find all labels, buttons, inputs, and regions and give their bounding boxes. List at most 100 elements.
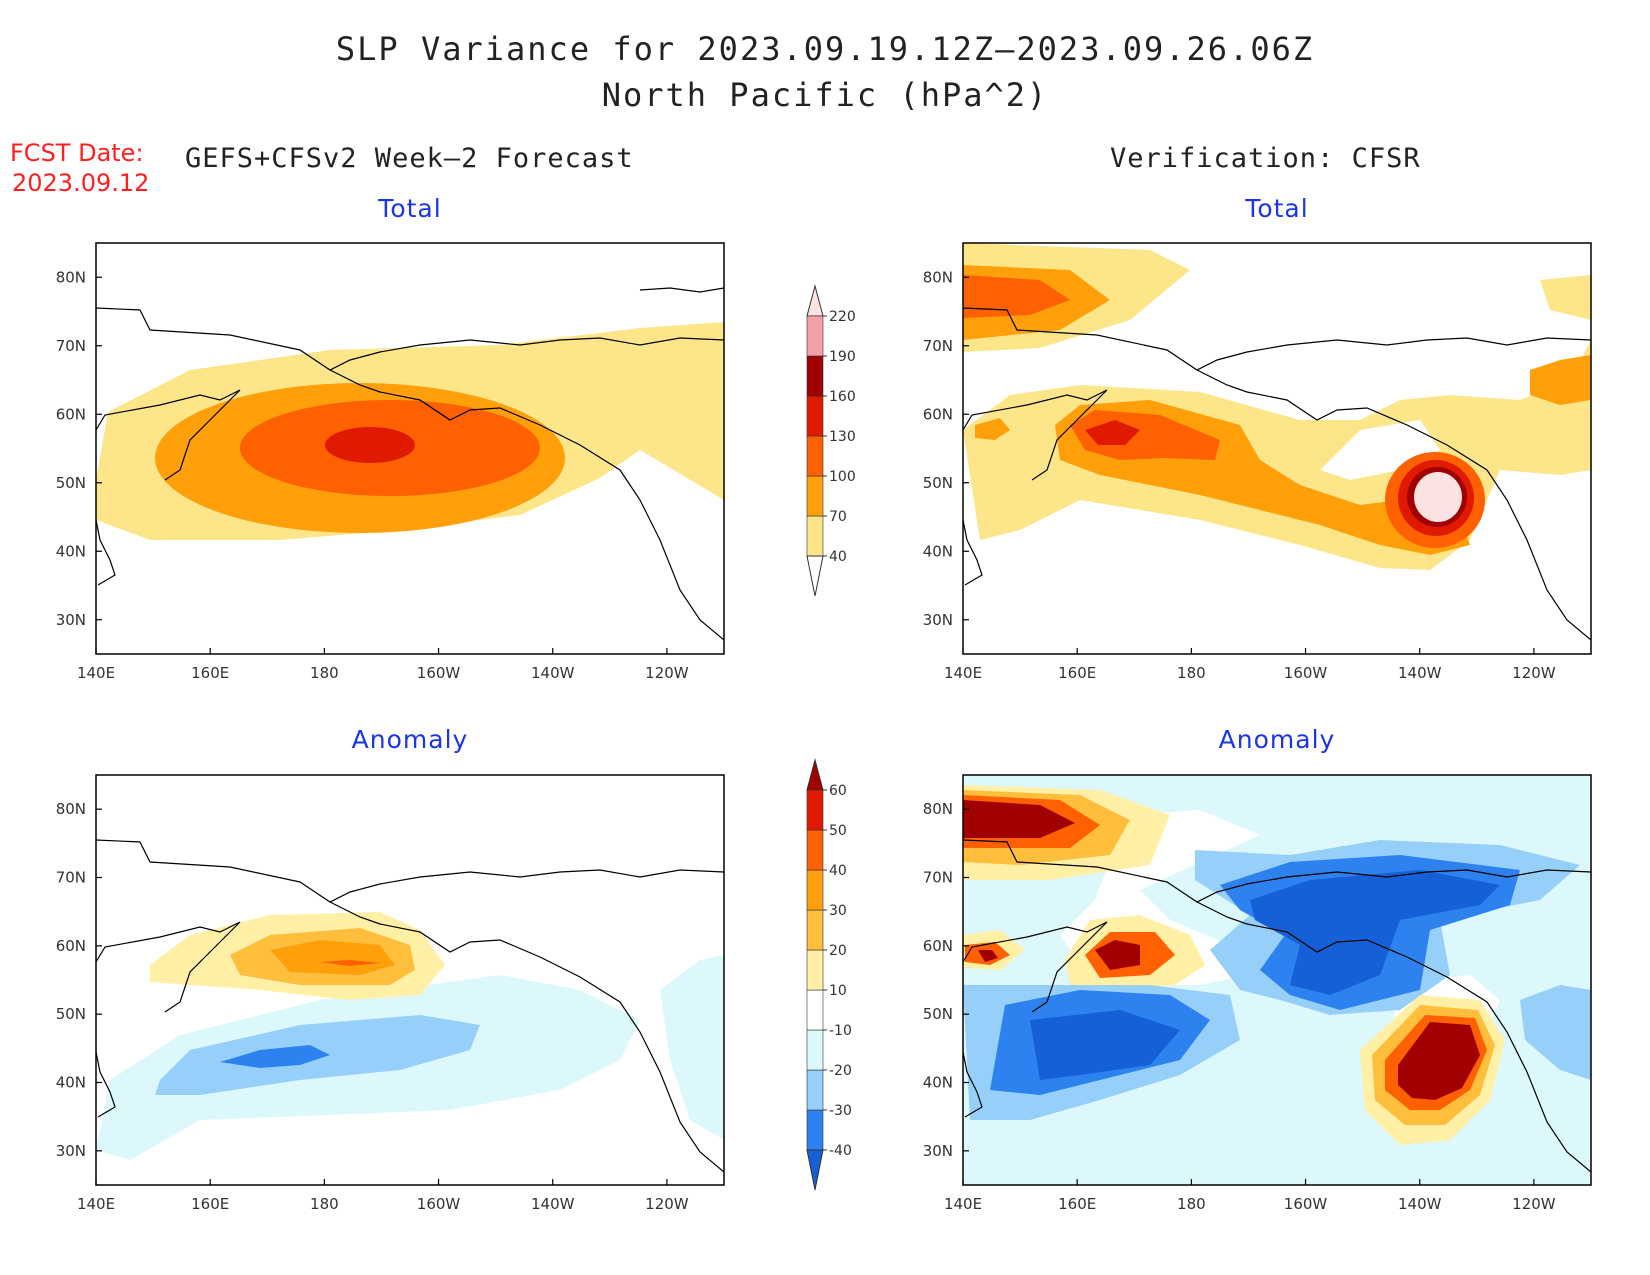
verification-column-title: Verification: CFSR	[1110, 143, 1421, 174]
lat-tick-label: 60N	[56, 937, 86, 955]
colorbar-tick-label: -20	[829, 1063, 852, 1079]
map-panel-verification-anomaly: 140E 160E 180 160W 140W 120W 80N 70N 60N 50N 40N 30…	[923, 774, 1592, 1213]
map-panel-verification-total: 140E 160E 180 160W 140W 120W 80N 70N 60N 50N 40N 30…	[923, 242, 1592, 682]
lon-tick-label: 160E	[191, 664, 229, 682]
colorbar-segment	[806, 1069, 824, 1111]
colorbar-segment	[806, 869, 824, 911]
lon-tick-label: 140E	[944, 664, 982, 682]
lon-tick-label: 160E	[1058, 1195, 1096, 1213]
lat-tick-label: 70N	[56, 869, 86, 887]
lat-tick-label: 30N	[923, 1142, 953, 1160]
panel-title-forecast-total: Total	[378, 194, 442, 223]
lat-tick-label: 80N	[56, 800, 86, 818]
lon-tick-label: 180	[1177, 1195, 1206, 1213]
colorbar-tick-label: 40	[829, 549, 847, 565]
lat-tick-label: 50N	[923, 1005, 953, 1023]
panel-title-verification-total: Total	[1245, 194, 1309, 223]
map-panel-forecast-total: 140E 160E 180 160W 140W 120W 80N 70N 60N 50N 40N 30…	[56, 242, 725, 682]
colorbar-tick-label: 190	[829, 349, 856, 365]
colorbar-segment	[806, 284, 824, 317]
colorbar-segment	[806, 315, 824, 357]
colorbar-tick-label: 130	[829, 429, 856, 445]
fcst-date-label: FCST Date:	[10, 139, 144, 167]
axis-ticks-verification-total: 140E 160E 180 160W 140W 120W 80N 70N 60N 50N 40N 30…	[923, 268, 1556, 682]
colorbar-tick-label: 40	[829, 863, 847, 879]
colorbar-tick-label: -10	[829, 1023, 852, 1039]
colorbar-segment	[806, 1029, 824, 1071]
colorbar-tick-label: 100	[829, 469, 856, 485]
colorbar-segment	[806, 395, 824, 437]
lon-tick-label: 160W	[417, 664, 461, 682]
lat-tick-label: 40N	[923, 1074, 953, 1092]
colorbar-tick-label: 220	[829, 309, 856, 325]
lon-tick-label: 140W	[531, 664, 575, 682]
lon-tick-label: 120W	[645, 1195, 689, 1213]
lon-tick-label: 160W	[1284, 1195, 1328, 1213]
lon-tick-label: 140W	[1398, 664, 1442, 682]
lat-tick-label: 40N	[56, 1074, 86, 1092]
lon-tick-label: 140E	[944, 1195, 982, 1213]
colorbar-segment	[806, 555, 824, 597]
lat-tick-label: 70N	[923, 337, 953, 355]
lon-tick-label: 180	[310, 1195, 339, 1213]
colorbar-segment	[806, 515, 824, 557]
lat-tick-label: 50N	[923, 474, 953, 492]
lat-tick-label: 80N	[923, 800, 953, 818]
lat-tick-label: 80N	[923, 268, 953, 286]
colorbar-tick-label: -30	[829, 1103, 852, 1119]
lat-tick-label: 30N	[56, 1142, 86, 1160]
lon-tick-label: 140W	[1398, 1195, 1442, 1213]
lon-tick-label: 160E	[191, 1195, 229, 1213]
lat-tick-label: 40N	[923, 542, 953, 560]
lon-tick-label: 120W	[1512, 664, 1556, 682]
colorbar-total: 40 70 100 130 160 190 220	[806, 284, 856, 597]
colorbar-tick-label: 30	[829, 903, 847, 919]
lat-tick-label: 50N	[56, 1005, 86, 1023]
colorbar-tick-label: 70	[829, 509, 847, 525]
colorbar-segment	[806, 435, 824, 477]
lon-tick-label: 180	[1177, 664, 1206, 682]
lat-tick-label: 30N	[56, 611, 86, 629]
panel-title-forecast-anomaly: Anomaly	[351, 725, 469, 754]
map-panel-forecast-anomaly: 140E 160E 180 160W 140W 120W 80N 70N 60N 50N 40N 30…	[56, 774, 725, 1213]
chart-title-line2: North Pacific (hPa^2)	[601, 76, 1049, 114]
axis-ticks-forecast-anomaly: 140E 160E 180 160W 140W 120W 80N 70N 60N 50N 40N 30…	[56, 800, 689, 1213]
lat-tick-label: 40N	[56, 542, 86, 560]
lon-tick-label: 160W	[417, 1195, 461, 1213]
lat-tick-label: 60N	[923, 405, 953, 423]
colorbar-segment	[806, 355, 824, 397]
colorbar-tick-label: -40	[829, 1143, 852, 1159]
lat-tick-label: 60N	[56, 405, 86, 423]
forecast-column-title: GEFS+CFSv2 Week–2 Forecast	[185, 143, 634, 174]
lat-tick-label: 70N	[56, 337, 86, 355]
colorbar-segment	[806, 1149, 824, 1191]
colorbar-tick-label: 20	[829, 943, 847, 959]
colorbar-segment	[806, 475, 824, 517]
lon-tick-label: 140E	[77, 664, 115, 682]
colorbar-segment	[806, 1109, 824, 1151]
lat-tick-label: 80N	[56, 268, 86, 286]
colorbar-segment	[806, 909, 824, 951]
colorbar-segment	[806, 949, 824, 991]
colorbar-segment	[806, 789, 824, 831]
lon-tick-label: 160E	[1058, 664, 1096, 682]
lat-tick-label: 30N	[923, 611, 953, 629]
lon-tick-label: 180	[310, 664, 339, 682]
panel-title-verification-anomaly: Anomaly	[1218, 725, 1336, 754]
colorbar-tick-label: 50	[829, 823, 847, 839]
lon-tick-label: 120W	[1512, 1195, 1556, 1213]
axis-ticks-forecast-total: 140E 160E 180 160W 140W 120W 80N 70N 60N 50N 40N 30…	[56, 268, 689, 682]
colorbar-segment	[806, 989, 824, 1031]
colorbar-anomaly: -40 -30 -20 -10 10 20 30 40 50 60	[806, 758, 852, 1191]
colorbar-tick-label: 60	[829, 783, 847, 799]
colorbar-tick-label: 10	[829, 983, 847, 999]
lat-tick-label: 50N	[56, 474, 86, 492]
axis-ticks-verification-anomaly: 140E 160E 180 160W 140W 120W 80N 70N 60N 50N 40N 30…	[923, 800, 1556, 1213]
lon-tick-label: 160W	[1284, 664, 1328, 682]
colorbar-segment	[806, 758, 824, 791]
colorbar-segment	[806, 829, 824, 871]
lon-tick-label: 140W	[531, 1195, 575, 1213]
colorbar-tick-label: 160	[829, 389, 856, 405]
fcst-date-value: 2023.09.12	[12, 169, 150, 197]
lat-tick-label: 70N	[923, 869, 953, 887]
